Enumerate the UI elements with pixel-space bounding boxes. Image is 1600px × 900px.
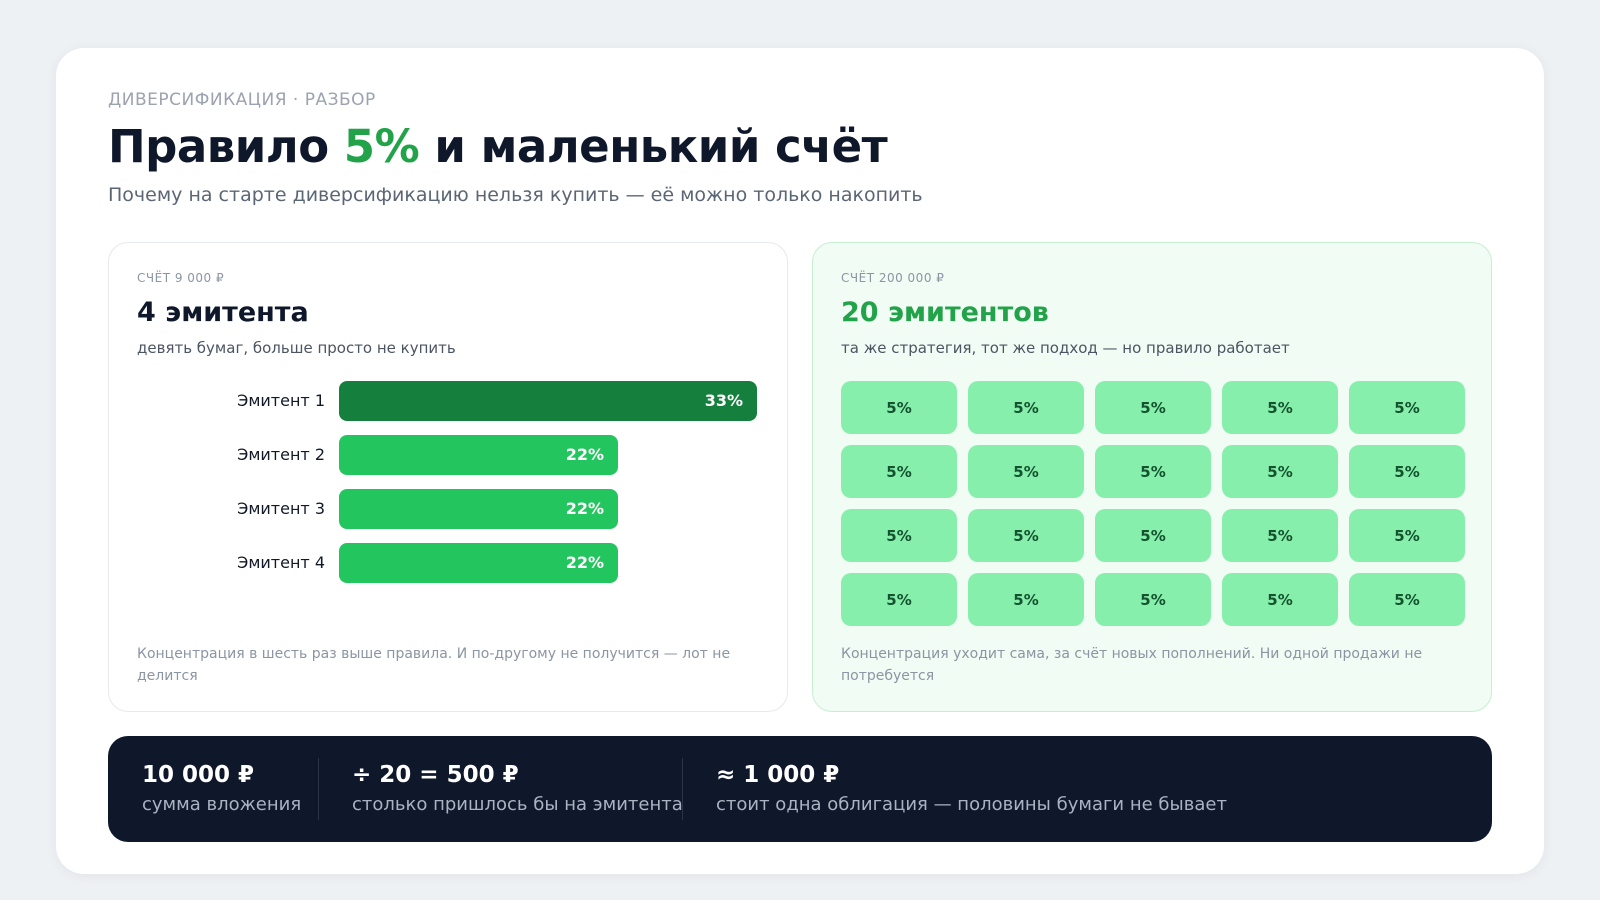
stats-bar: 10 000 ₽ сумма вложения ÷ 20 = 500 ₽ сто… <box>108 736 1492 842</box>
issuer-cell: 5% <box>1349 509 1465 562</box>
issuer-cell: 5% <box>1222 381 1338 434</box>
panel-footnote: Концентрация уходит сама, за счёт новых … <box>841 646 1423 684</box>
bar: 33% <box>339 381 757 421</box>
bar: 22% <box>339 543 618 583</box>
issuer-cell: 5% <box>1095 445 1211 498</box>
page-subtitle: Почему на старте диверсификацию нельзя к… <box>108 184 923 206</box>
bar-category-label: Эмитент 3 <box>237 499 325 518</box>
issuer-cell: 5% <box>1095 509 1211 562</box>
bar: 22% <box>339 489 618 529</box>
issuer-cell: 5% <box>1349 445 1465 498</box>
bar-category-label: Эмитент 4 <box>237 553 325 572</box>
title-pre: Правило <box>108 120 344 173</box>
panel-footnote: Концентрация в шесть раз выше правила. И… <box>137 646 731 684</box>
stat-label: столько пришлось бы на эмитента <box>352 794 683 815</box>
bar-category-label: Эмитент 2 <box>237 445 325 464</box>
stat-label: стоит одна облигация — половины бумаги н… <box>716 794 1227 815</box>
bar-category-label: Эмитент 1 <box>237 391 325 410</box>
stat-divider <box>682 758 683 820</box>
stat-bond-price: ≈ 1 000 ₽ стоит одна облигация — половин… <box>716 762 1227 815</box>
issuer-cell: 5% <box>968 509 1084 562</box>
stat-value: ÷ 20 = 500 ₽ <box>352 762 519 788</box>
bar: 22% <box>339 435 618 475</box>
issuer-cell: 5% <box>968 573 1084 626</box>
stat-value: ≈ 1 000 ₽ <box>716 762 840 788</box>
issuer-cell: 5% <box>1349 573 1465 626</box>
issuer-cell: 5% <box>1222 509 1338 562</box>
stat-divider <box>318 758 319 820</box>
bar-row: Эмитент 4 22% <box>137 543 757 583</box>
issuer-cell: 5% <box>968 381 1084 434</box>
title-post: и маленький счёт <box>419 120 888 173</box>
issuer-cell: 5% <box>1095 381 1211 434</box>
large-account-panel: СЧЁТ 200 000 ₽ 20 эмитентов та же страте… <box>812 242 1492 712</box>
issuer-cell: 5% <box>841 445 957 498</box>
issuer-cell: 5% <box>1222 445 1338 498</box>
bar-value-label: 33% <box>704 391 743 410</box>
issuer-cell: 5% <box>1095 573 1211 626</box>
stat-label: сумма вложения <box>142 794 302 815</box>
panel-heading: 20 эмитентов <box>841 297 1049 328</box>
slide-card: ДИВЕРСИФИКАЦИЯ · РАЗБОР Правило 5% и мал… <box>56 48 1544 874</box>
issuer-cell: 5% <box>1222 573 1338 626</box>
panel-label: СЧЁТ 9 000 ₽ <box>137 271 225 285</box>
bar-row: Эмитент 2 22% <box>137 435 757 475</box>
page-title: Правило 5% и маленький счёт <box>108 120 888 173</box>
eyebrow: ДИВЕРСИФИКАЦИЯ · РАЗБОР <box>108 90 376 110</box>
bar-row: Эмитент 1 33% <box>137 381 757 421</box>
issuer-bar-chart: Эмитент 1 33% Эмитент 2 22% Эмитент 3 22% Эмит… <box>137 381 757 597</box>
stat-investment: 10 000 ₽ сумма вложения <box>142 762 301 815</box>
issuer-cell: 5% <box>841 381 957 434</box>
issuer-cell: 5% <box>968 445 1084 498</box>
panel-description: девять бумаг, больше просто не купить <box>137 339 456 357</box>
issuer-cell: 5% <box>841 573 957 626</box>
issuer-cell: 5% <box>1349 381 1465 434</box>
bar-value-label: 22% <box>565 499 604 518</box>
bar-row: Эмитент 3 22% <box>137 489 757 529</box>
stat-value: 10 000 ₽ <box>142 762 255 788</box>
small-account-panel: СЧЁТ 9 000 ₽ 4 эмитента девять бумаг, бо… <box>108 242 788 712</box>
stat-per-issuer: ÷ 20 = 500 ₽ столько пришлось бы на эмит… <box>352 762 683 815</box>
issuer-grid: 5% 5% 5% 5% 5% 5% 5% 5% 5% 5% 5% 5% 5% 5% 5% 5% 5% 5% 5% 5% <box>841 381 1465 626</box>
bar-value-label: 22% <box>565 445 604 464</box>
title-accent: 5% <box>343 120 420 173</box>
panel-description: та же стратегия, тот же подход — но прав… <box>841 339 1290 357</box>
panel-heading: 4 эмитента <box>137 297 309 328</box>
panel-label: СЧЁТ 200 000 ₽ <box>841 271 945 285</box>
bar-value-label: 22% <box>565 553 604 572</box>
issuer-cell: 5% <box>841 509 957 562</box>
